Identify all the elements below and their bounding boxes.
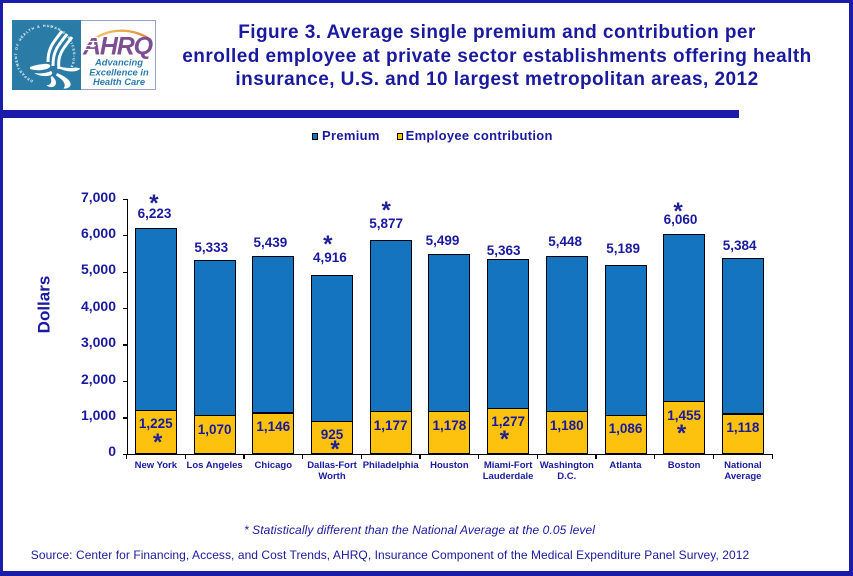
svg-text:Excellence in: Excellence in	[89, 67, 149, 78]
svg-text:Advancing: Advancing	[94, 57, 143, 68]
svg-text:Health Care: Health Care	[93, 76, 145, 87]
